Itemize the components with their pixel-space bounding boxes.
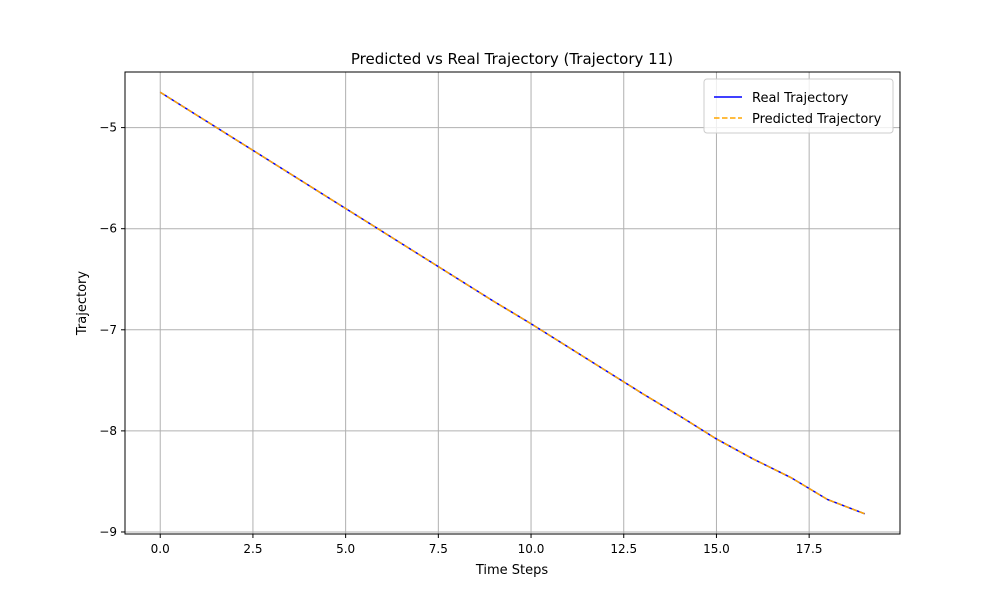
x-tick-label: 2.5: [243, 542, 262, 556]
y-tick-label: −9: [99, 525, 117, 539]
legend-label: Real Trajectory: [752, 91, 849, 106]
x-tick-label: 10.0: [518, 542, 545, 556]
plot-frame: [124, 71, 901, 535]
grid-lines: [125, 72, 900, 534]
y-axis-label: Trajectory: [75, 271, 90, 336]
y-tick-label: −8: [99, 424, 117, 438]
series-lines: [159, 91, 866, 515]
y-tick-label: −7: [99, 323, 117, 337]
legend: Real Trajectory Predicted Trajectory: [703, 78, 894, 134]
x-tick-label: 15.0: [703, 542, 730, 556]
x-tick-label: 12.5: [610, 542, 637, 556]
x-axis-ticks: 0.0 2.5 5.0 7.5 10.0 12.5 15.0 17.5: [151, 534, 823, 556]
predicted-trajectory-line: [159, 91, 866, 515]
legend-box: [703, 78, 894, 134]
x-tick-label: 7.5: [429, 542, 448, 556]
y-axis-ticks: −5 −6 −7 −8 −9: [99, 121, 125, 539]
y-tick-label: −6: [99, 222, 117, 236]
x-tick-label: 0.0: [151, 542, 170, 556]
x-tick-label: 17.5: [796, 542, 823, 556]
y-tick-label: −5: [99, 121, 117, 135]
chart-title: Predicted vs Real Trajectory (Trajectory…: [351, 50, 673, 68]
real-trajectory-line: [159, 91, 866, 515]
legend-label: Predicted Trajectory: [752, 112, 882, 127]
x-axis-label: Time Steps: [475, 563, 549, 578]
x-tick-label: 5.0: [336, 542, 355, 556]
